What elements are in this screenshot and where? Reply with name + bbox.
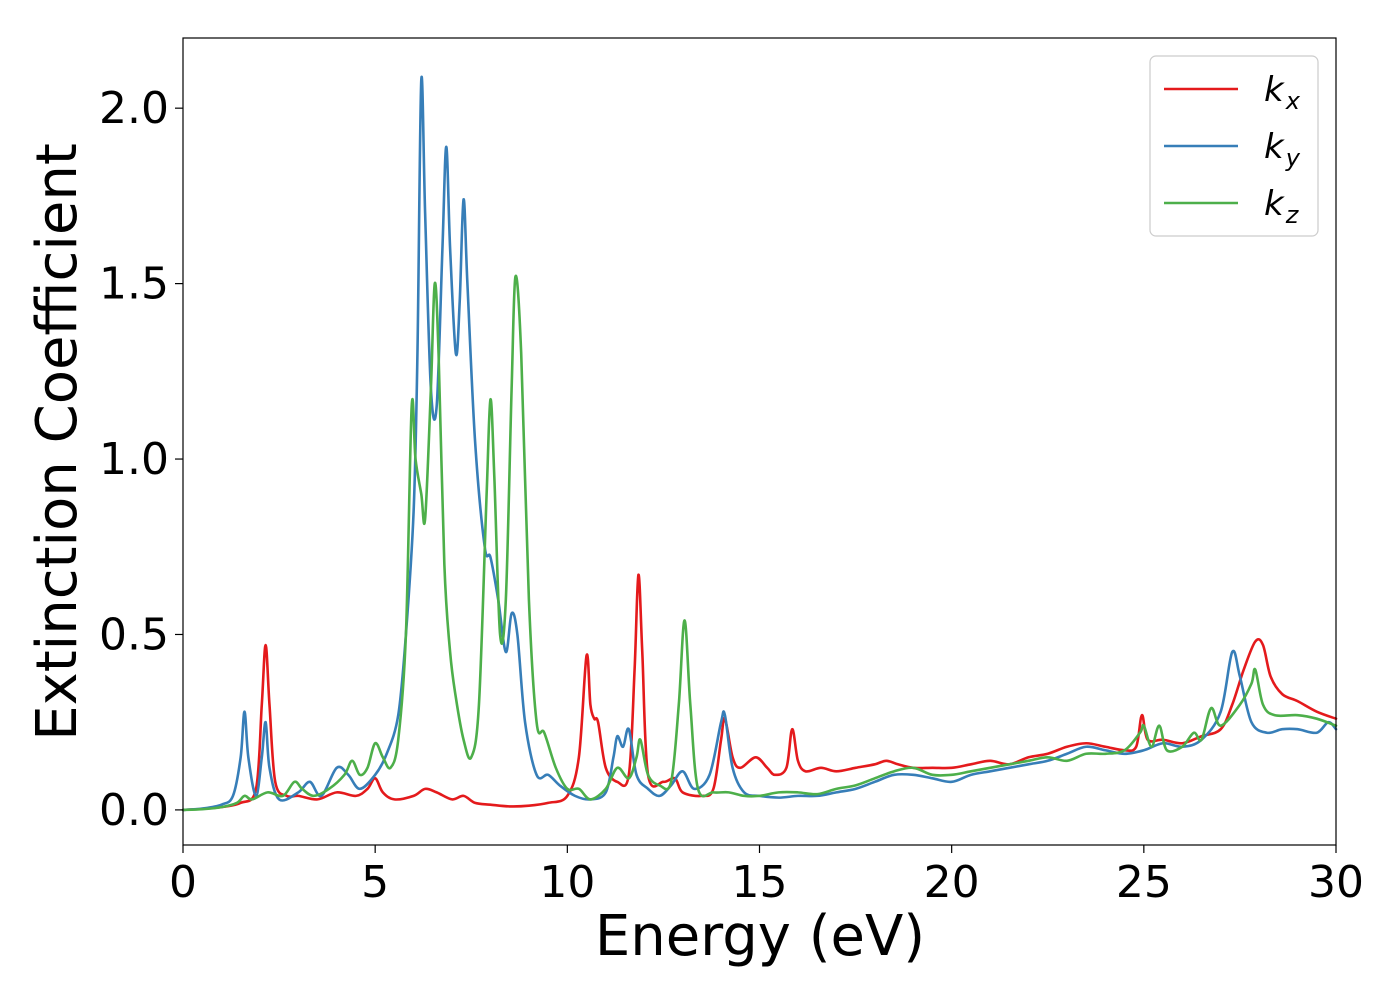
series-line-y [181,75,1338,812]
y-tick-label: 0.0 [99,785,169,836]
legend: kx ky kz [1149,55,1319,237]
x-axis-title: Energy (eV) [595,904,925,969]
x-tick-label: 20 [924,857,980,908]
x-tick-label: 10 [539,857,595,908]
y-tick-label: 1.0 [99,434,169,485]
plot-lines [181,75,1338,812]
legend-label-x: kx [1264,70,1301,115]
y-tick-label: 0.5 [99,609,169,660]
legend-label-z: kz [1264,184,1300,229]
y-tick-label: 1.5 [99,259,169,310]
x-axis-ticks: 0 5 10 15 20 25 30 [169,845,1364,908]
x-tick-label: 5 [361,857,389,908]
x-tick-label: 0 [169,857,197,908]
x-tick-label: 30 [1308,857,1364,908]
y-axis-title: Extinction Coefficient [25,143,90,741]
y-axis-ticks: 0.0 0.5 1.0 1.5 2.0 [99,83,183,836]
legend-label-y: ky [1264,127,1301,172]
series-line-z [181,274,1338,812]
y-tick-label: 2.0 [99,83,169,134]
x-tick-label: 15 [732,857,788,908]
x-tick-label: 25 [1116,857,1172,908]
plot-area-frame [182,37,1337,846]
